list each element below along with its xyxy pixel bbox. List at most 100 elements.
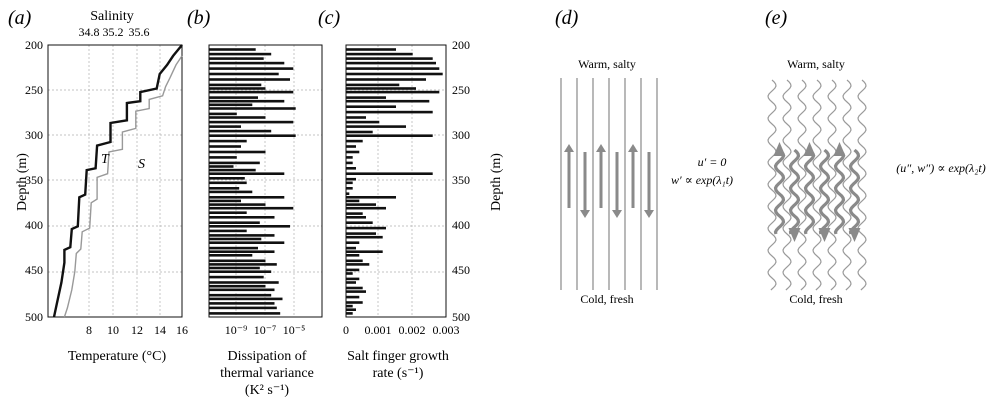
growth-rate-bar: [346, 83, 400, 87]
growth-rate-bar: [346, 96, 386, 99]
wavy-finger-boundary: [812, 79, 822, 291]
growth-rate-bar: [346, 161, 353, 165]
dissipation-bar: [209, 196, 285, 199]
panel-c-y-tick-300: 300: [452, 128, 470, 142]
panel-b-x-label-line2: thermal variance: [220, 366, 314, 381]
dissipation-bar: [209, 96, 258, 99]
growth-rate-bar: [346, 125, 406, 128]
dissipation-bar: [209, 172, 285, 175]
temp-tick-16: 16: [176, 323, 188, 337]
panel-b-plot: [208, 44, 323, 318]
label-T: T: [101, 152, 110, 167]
growth-rate-bar: [346, 212, 363, 215]
dissipation-bar: [209, 103, 253, 107]
growth-rate-bar: [346, 259, 363, 263]
wavy-down-arrow: [818, 148, 831, 235]
growth-rate-bar: [346, 156, 353, 159]
wavy-finger-boundary: [797, 79, 807, 291]
dissipation-bar: [209, 293, 272, 297]
panel-b-x-ticks: 10⁻⁹ 10⁻⁷ 10⁻⁵: [225, 323, 306, 337]
growth-rate-bar: [346, 48, 396, 51]
dissipation-bar: [209, 161, 260, 165]
growth-rate-bar: [346, 241, 360, 244]
dissipation-bar: [209, 297, 283, 301]
growth-rate-bar: [346, 312, 353, 315]
dissipation-bar: [209, 302, 275, 305]
panel-a-y-tick-500: 500: [25, 310, 43, 324]
dissipation-bar: [209, 99, 285, 103]
growth-tick-0001: 0.001: [365, 323, 392, 337]
dissipation-bar: [209, 156, 237, 159]
panel-c-y-tick-400: 400: [452, 218, 470, 232]
growth-rate-bar: [346, 281, 356, 284]
dissipation-bar: [209, 203, 266, 206]
dissipation-bar: [209, 61, 285, 65]
salinity-tick-2: 35.2: [103, 25, 124, 39]
growth-rate-bar: [346, 286, 363, 290]
growth-tick-0: 0: [343, 323, 349, 337]
growth-rate-bar: [346, 301, 363, 304]
growth-rate-bar: [346, 99, 430, 103]
growth-rate-bar: [346, 130, 373, 134]
panel-c-x-label-line2: rate (s⁻¹): [373, 366, 424, 381]
dissipation-bar: [209, 187, 240, 190]
wavy-up-arrow: [773, 148, 786, 235]
dissipation-bar: [209, 112, 237, 116]
panel-b-frame: [208, 44, 323, 318]
dissipation-bar: [209, 177, 245, 180]
dissipation-bar: [209, 134, 296, 137]
wavy-down-arrow: [848, 148, 861, 235]
panel-a-y-tick-250: 250: [25, 83, 43, 97]
dissipation-tick-1e-9: 10⁻⁹: [225, 323, 248, 337]
dissipation-bar: [209, 57, 264, 60]
panel-c-y-label: Depth (m): [489, 153, 504, 211]
salinity-tick-1: 34.8: [79, 25, 100, 39]
panel-d-top-text: Warm, salty: [578, 57, 636, 71]
growth-rate-bar: [346, 116, 366, 119]
arrow-head-up: [833, 142, 846, 156]
panel-c-letter: (c): [318, 7, 341, 29]
panel-e-eq1: (u″, w″) ∝ exp(λ₂t): [896, 161, 985, 175]
dissipation-bar: [209, 52, 272, 56]
growth-rate-bar: [346, 181, 353, 185]
panel-d-letter: (d): [555, 7, 579, 29]
panel-a-frame: [47, 44, 183, 318]
dissipation-bar: [209, 87, 266, 90]
arrow-head-down: [818, 228, 831, 242]
dissipation-bar: [209, 229, 247, 233]
dissipation-bar: [209, 216, 275, 219]
growth-rate-bar: [346, 145, 356, 148]
panel-a-y-tick-350: 350: [25, 173, 43, 187]
dissipation-bar: [209, 129, 272, 133]
dissipation-bar: [209, 78, 290, 81]
growth-rate-bar: [346, 192, 350, 195]
dissipation-bar: [209, 270, 272, 273]
dissipation-bar: [209, 199, 241, 203]
dissipation-bar: [209, 116, 266, 119]
dissipation-bar: [209, 254, 253, 257]
dissipation-bar: [209, 250, 275, 253]
panel-c-y-tick-250: 250: [452, 83, 470, 97]
growth-rate-bar: [346, 72, 443, 76]
growth-rate-bar: [346, 277, 360, 281]
dissipation-bar: [209, 120, 294, 124]
arrow-head-down: [848, 228, 861, 242]
growth-rate-bar: [346, 272, 353, 275]
growth-rate-bar: [346, 67, 440, 70]
growth-rate-bar: [346, 110, 433, 114]
temp-tick-10: 10: [107, 323, 119, 337]
dissipation-bar: [209, 181, 247, 185]
panel-a-plot: T S: [47, 44, 183, 318]
panel-b-x-label-line3: (K² s⁻¹): [245, 383, 290, 398]
wavy-finger-boundary: [857, 79, 867, 291]
dissipation-bar: [209, 83, 262, 87]
panel-c-y-ticks: 200 250 300 350 400 450 500: [452, 38, 470, 324]
wavy-finger-boundary: [767, 79, 777, 291]
dissipation-bar: [209, 125, 241, 128]
growth-rate-bar: [346, 199, 360, 203]
arrow-head-down: [788, 228, 801, 242]
dissipation-bar: [209, 190, 253, 194]
panel-a-y-tick-450: 450: [25, 263, 43, 277]
panel-e-fingers: [767, 79, 867, 291]
dissipation-bar: [209, 312, 281, 315]
